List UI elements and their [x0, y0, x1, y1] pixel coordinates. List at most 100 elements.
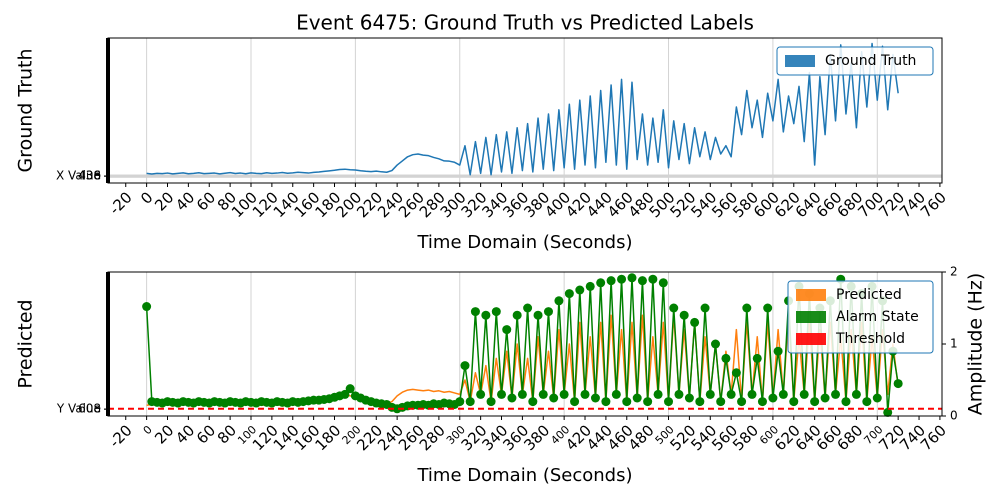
marker	[507, 393, 517, 403]
marker	[789, 397, 799, 407]
marker	[716, 397, 726, 407]
series-line	[146, 42, 899, 176]
marker	[481, 310, 491, 320]
marker	[596, 278, 606, 288]
marker	[810, 397, 820, 407]
marker	[538, 389, 548, 399]
marker	[491, 307, 501, 317]
marker	[763, 303, 773, 313]
marker	[523, 303, 533, 313]
marker	[617, 274, 627, 284]
marker	[632, 393, 642, 403]
y-tick-label: X Value	[56, 169, 101, 183]
marker	[664, 397, 674, 407]
marker	[465, 397, 475, 407]
marker	[643, 397, 653, 407]
legend-swatch	[796, 333, 826, 345]
marker	[627, 273, 637, 283]
y-axis-label: Ground Truth	[15, 48, 37, 172]
marker	[726, 389, 736, 399]
marker	[648, 274, 658, 284]
x-axis-label: Time Domain (Seconds)	[416, 232, 632, 253]
marker	[575, 285, 585, 295]
y-tick-label: 436	[78, 169, 101, 183]
legend-label: Alarm State	[836, 309, 919, 325]
legend-swatch	[785, 55, 815, 67]
marker	[517, 389, 527, 399]
marker	[590, 393, 600, 403]
marker	[893, 379, 903, 389]
y-tick-label: Y Value	[56, 402, 101, 416]
y-tick-label: 608	[78, 402, 101, 416]
marker	[611, 389, 621, 399]
marker	[737, 397, 747, 407]
marker	[710, 339, 720, 349]
marker	[700, 303, 710, 313]
x-tick-label: 760	[917, 188, 950, 221]
marker	[831, 389, 841, 399]
marker	[674, 389, 684, 399]
marker	[142, 302, 152, 312]
legend-swatch	[796, 311, 826, 323]
marker	[570, 397, 580, 407]
marker	[543, 307, 553, 317]
x-tick-label: -20	[106, 421, 136, 451]
marker	[705, 389, 715, 399]
legend-label: Threshold	[835, 331, 905, 347]
marker	[778, 389, 788, 399]
marker	[747, 389, 757, 399]
y2-tick-label: 2	[950, 265, 958, 279]
x-axis-label: Time Domain (Seconds)	[416, 465, 632, 486]
legend-swatch	[796, 289, 826, 301]
marker	[528, 397, 538, 407]
marker	[653, 389, 663, 399]
marker	[695, 397, 705, 407]
marker	[690, 317, 700, 327]
marker	[345, 384, 355, 394]
marker	[820, 393, 830, 403]
marker	[731, 368, 741, 378]
marker	[559, 389, 569, 399]
marker	[470, 307, 480, 317]
marker	[622, 397, 632, 407]
y2-tick-label: 1	[950, 337, 958, 351]
marker	[721, 353, 731, 363]
marker	[497, 389, 507, 399]
x-tick-label: -20	[106, 188, 136, 218]
marker	[476, 389, 486, 399]
marker	[773, 346, 783, 356]
legend-box	[776, 46, 934, 76]
marker	[658, 278, 668, 288]
marker	[679, 310, 689, 320]
x-tick-label: 760	[917, 421, 950, 454]
marker	[455, 397, 465, 407]
marker	[757, 397, 767, 407]
marker	[872, 393, 882, 403]
marker	[799, 389, 809, 399]
marker	[502, 325, 512, 335]
marker	[512, 310, 522, 320]
marker	[585, 281, 595, 291]
marker	[460, 361, 470, 371]
marker	[862, 397, 872, 407]
legend-label: Predicted	[836, 287, 902, 303]
marker	[533, 310, 543, 320]
x-tick-label: 80	[214, 421, 240, 447]
marker	[554, 296, 564, 306]
marker	[684, 393, 694, 403]
y2-tick-label: 0	[950, 409, 958, 423]
marker	[340, 389, 350, 399]
chart-title: Event 6475: Ground Truth vs Predicted La…	[296, 11, 754, 35]
y-axis-label: Predicted	[15, 299, 37, 388]
legend-label: Ground Truth	[825, 53, 916, 69]
y-tick-label: 438	[78, 169, 101, 183]
marker	[606, 276, 616, 286]
marker	[768, 393, 778, 403]
marker	[564, 289, 574, 299]
y2-axis-label: Amplitude (Hz)	[965, 273, 987, 416]
marker	[851, 389, 861, 399]
marker	[580, 389, 590, 399]
marker	[601, 397, 611, 407]
marker	[841, 397, 851, 407]
